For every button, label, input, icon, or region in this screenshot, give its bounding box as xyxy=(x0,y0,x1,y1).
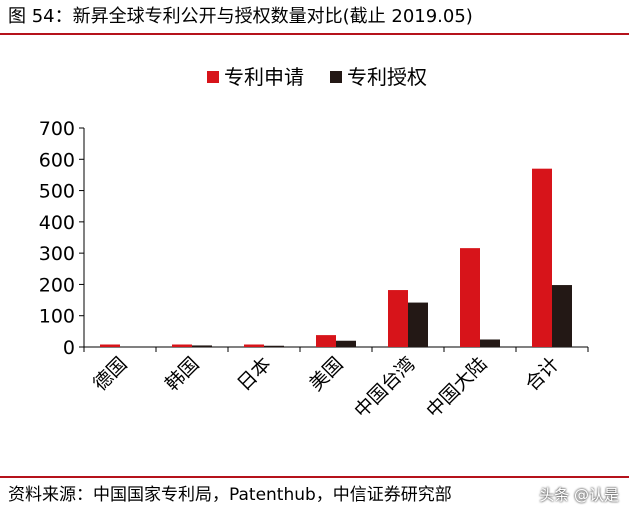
bar-application xyxy=(100,344,120,347)
legend-label-2: 专利授权 xyxy=(347,65,427,89)
source-note: 资料来源：中国国家专利局，Patenthub，中信证券研究部 xyxy=(8,485,452,505)
legend-label-1: 专利申请 xyxy=(224,65,304,89)
x-tick-label: 美国 xyxy=(305,353,347,395)
bar-grant xyxy=(408,302,428,347)
y-tick-label: 300 xyxy=(39,243,75,265)
watermark: 头条 @认是 xyxy=(539,486,619,504)
y-tick-label: 500 xyxy=(39,181,75,203)
y-tick-label: 0 xyxy=(63,337,75,359)
legend-swatch-1 xyxy=(207,71,219,83)
top-rule xyxy=(0,33,629,35)
x-tick-label: 日本 xyxy=(233,353,275,395)
y-tick-label: 200 xyxy=(39,274,75,296)
bar-grant xyxy=(192,345,212,347)
bar-application xyxy=(316,335,336,347)
y-tick-label: 100 xyxy=(39,306,75,328)
legend-swatch-2 xyxy=(330,71,342,83)
bar-application xyxy=(172,344,192,347)
bar-application xyxy=(460,248,480,347)
bottom-rule xyxy=(0,476,629,478)
x-tick-label: 韩国 xyxy=(161,353,203,395)
x-tick-label: 中国台湾 xyxy=(350,353,419,422)
x-tick-label: 德国 xyxy=(89,353,131,395)
bar-application xyxy=(244,344,264,347)
x-tick-label: 中国大陆 xyxy=(422,353,491,422)
figure-title: 图 54：新昇全球专利公开与授权数量对比(截止 2019.05) xyxy=(8,6,473,27)
y-tick-label: 600 xyxy=(39,149,75,171)
y-tick-label: 700 xyxy=(39,118,75,140)
bar-grant xyxy=(480,339,500,347)
y-tick-label: 400 xyxy=(39,212,75,234)
bar-application xyxy=(532,168,552,347)
bar-application xyxy=(388,290,408,347)
bar-grant xyxy=(336,340,356,347)
bar-grant xyxy=(264,345,284,347)
bar-grant xyxy=(552,285,572,347)
x-tick-label: 合计 xyxy=(521,353,563,395)
